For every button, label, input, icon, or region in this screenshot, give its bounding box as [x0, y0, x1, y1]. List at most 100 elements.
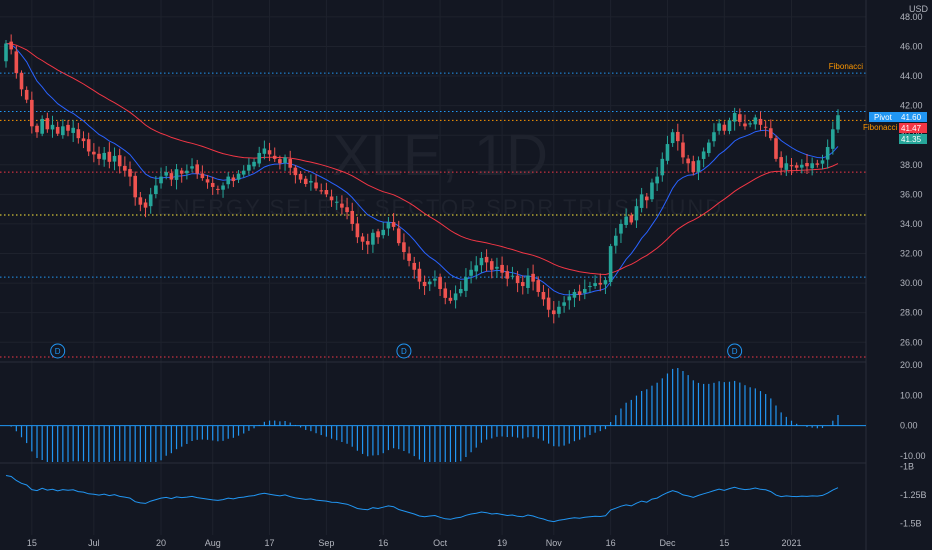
- price-tick-8: 32.00: [900, 249, 923, 259]
- price-tick-2: 44.00: [900, 71, 923, 81]
- candle-body: [314, 182, 318, 189]
- candle-156: [810, 157, 814, 176]
- horizontal-levels: Fibonacci: [0, 62, 866, 358]
- candle-body: [14, 51, 19, 74]
- candle-115: [598, 273, 603, 292]
- candle-body: [97, 153, 101, 159]
- candle-98: [510, 266, 515, 280]
- candle-body: [391, 222, 396, 227]
- fib-value-box: [899, 123, 927, 133]
- dividend-marker-0[interactable]: D: [50, 343, 66, 359]
- line-tick-2: -1.5B: [900, 519, 922, 529]
- candle-118: [613, 228, 618, 254]
- candle-body: [515, 275, 520, 284]
- candle-body: [691, 161, 696, 173]
- price-tick-5: 38.00: [900, 160, 923, 170]
- candle-body: [340, 203, 344, 208]
- candle-122: [634, 198, 639, 228]
- fib-value: 41.47: [901, 124, 922, 133]
- candle-body: [61, 126, 65, 136]
- candle-26: [138, 191, 143, 212]
- candle-105: [546, 288, 551, 318]
- candle-97: [505, 265, 510, 287]
- candle-body: [210, 182, 215, 187]
- candle-body: [4, 43, 8, 62]
- dividend-circle: [50, 343, 66, 359]
- candle-body: [531, 273, 535, 282]
- candle-92: [479, 251, 484, 273]
- candle-body: [464, 277, 468, 291]
- candle-42: [221, 182, 225, 198]
- dividend-circle: [727, 343, 743, 359]
- candle-152: [789, 157, 794, 176]
- candle-body: [376, 231, 380, 238]
- candle-body: [185, 170, 189, 174]
- candle-117: [608, 243, 613, 287]
- candle-body: [526, 275, 530, 288]
- candle-body: [443, 288, 448, 298]
- candle-137: [712, 123, 716, 147]
- candle-110: [572, 289, 577, 308]
- candle-body: [9, 41, 13, 50]
- candle-body: [190, 166, 194, 169]
- candle-body: [810, 163, 814, 169]
- axes: 48.0046.0044.0042.0040.0038.0036.0034.00…: [27, 12, 927, 548]
- candle-body: [433, 278, 437, 281]
- candle-body: [696, 160, 701, 172]
- candle-body: [200, 173, 205, 179]
- candle-90: [469, 261, 473, 284]
- candle-149: [774, 135, 778, 162]
- pivot-value: 41.60: [901, 113, 922, 122]
- candle-65: [340, 195, 344, 215]
- candle-15: [81, 131, 86, 149]
- level-label-fibonacci-upper: Fibonacci: [829, 62, 863, 71]
- candle-body: [453, 293, 458, 301]
- candle-67: [350, 202, 355, 231]
- candle-91: [474, 256, 479, 280]
- candle-body: [794, 165, 799, 168]
- dividend-marker-2[interactable]: D: [727, 343, 743, 359]
- candle-body: [350, 210, 355, 224]
- x-tick-11: Dec: [659, 538, 676, 548]
- dividend-label: D: [55, 347, 61, 356]
- candle-body: [686, 158, 690, 164]
- dividend-marker-1[interactable]: D: [396, 343, 412, 359]
- candle-29: [154, 176, 158, 199]
- candle-body: [427, 281, 432, 285]
- candle-body: [743, 123, 747, 127]
- candle-body: [634, 206, 639, 221]
- candle-142: [738, 108, 742, 127]
- candle-body: [102, 152, 106, 160]
- candle-106: [551, 301, 556, 324]
- watermark-description: ENERGY SELECT SECTOR SPDR TRUST FUND: [157, 195, 723, 220]
- candle-body: [722, 124, 727, 131]
- candle-body: [360, 236, 365, 242]
- candle-121: [629, 212, 634, 225]
- candle-body: [500, 264, 504, 273]
- line-tick-0: -1B: [900, 461, 914, 471]
- price-label-fib: Fibonacci 41.47: [863, 123, 927, 133]
- candle-body: [805, 163, 809, 167]
- candle-101: [526, 268, 530, 294]
- candle-body: [644, 196, 649, 201]
- candle-body: [324, 190, 329, 195]
- candle-159: [825, 139, 830, 169]
- candle-body: [520, 282, 525, 287]
- candle-46: [241, 165, 246, 178]
- candle-body: [154, 185, 158, 194]
- candle-113: [588, 281, 592, 294]
- candle-34: [179, 167, 184, 183]
- candle-body: [138, 197, 143, 205]
- candle-120: [624, 208, 628, 228]
- candle-50: [262, 140, 267, 160]
- candle-body: [272, 155, 277, 159]
- candle-27: [143, 198, 148, 218]
- candle-body: [396, 228, 401, 244]
- candle-51: [267, 142, 272, 162]
- candle-61: [319, 183, 324, 195]
- candle-116: [603, 277, 608, 295]
- candle-108: [562, 296, 566, 313]
- candle-76: [396, 220, 401, 246]
- candle-133: [691, 155, 696, 176]
